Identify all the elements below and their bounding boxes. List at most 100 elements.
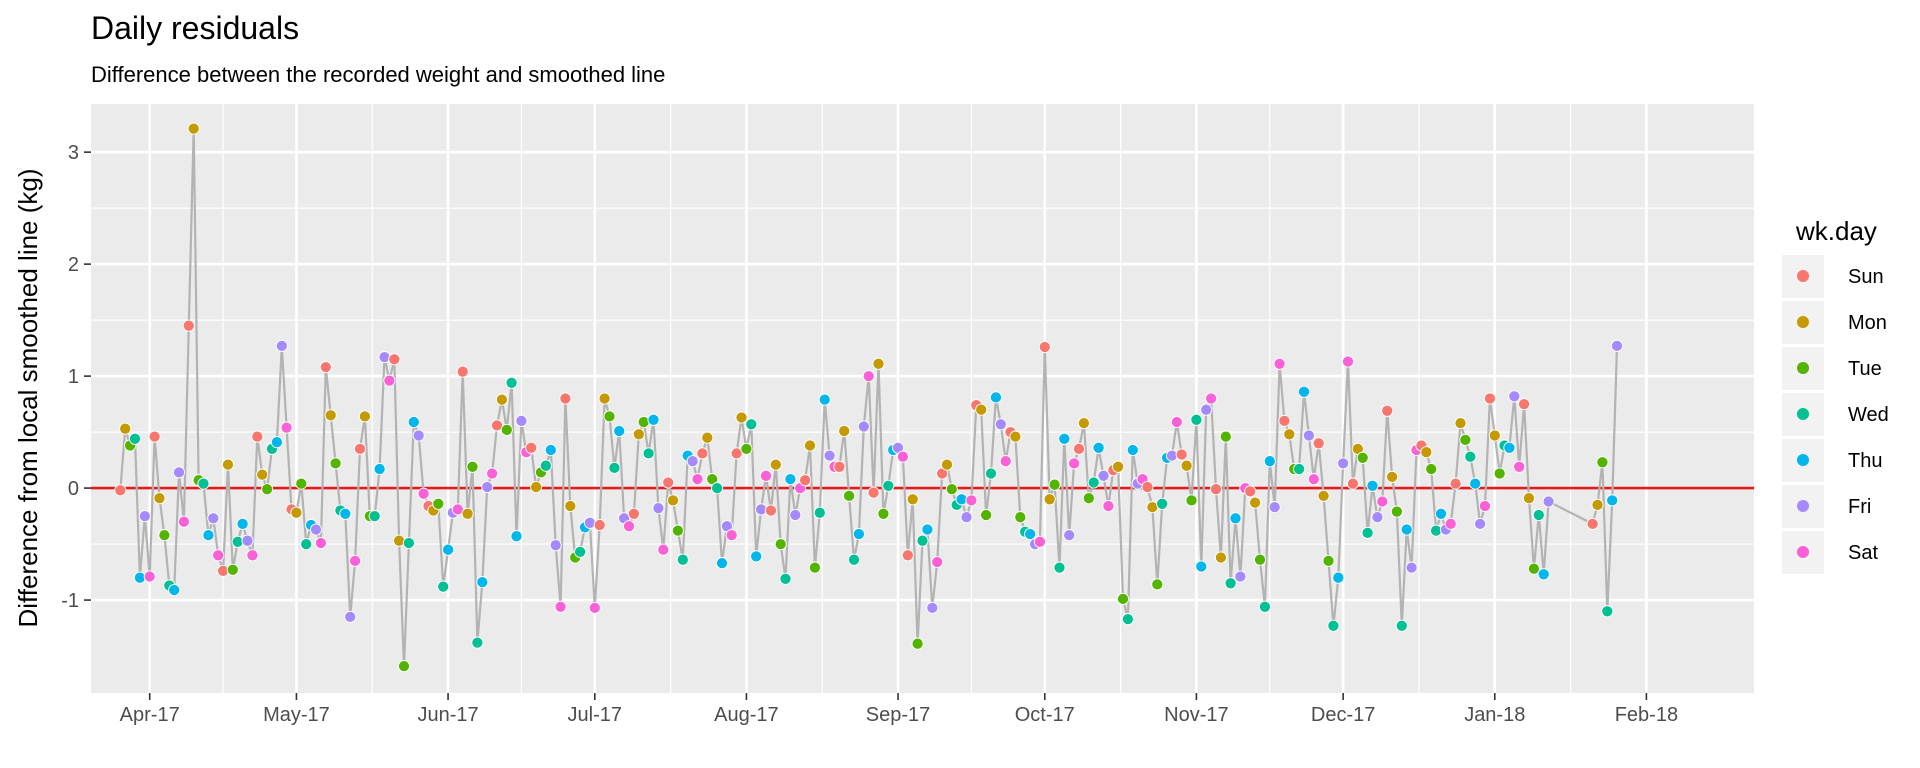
- data-point: [637, 415, 650, 429]
- data-point: [1522, 492, 1536, 505]
- data-point: [583, 516, 596, 529]
- data-points: [114, 122, 1624, 673]
- data-point: [1527, 562, 1540, 575]
- data-point: [241, 534, 254, 547]
- legend: wk.day Sun Mon Tue Wed Thu Fri Sat: [1782, 216, 1889, 574]
- legend-label-sun: Sun: [1848, 266, 1884, 288]
- data-point: [544, 443, 557, 457]
- data-point: [1366, 479, 1379, 492]
- data-point: [1278, 414, 1291, 427]
- data-point: [632, 428, 645, 441]
- legend-swatch-fri: [1797, 500, 1809, 512]
- data-point: [373, 462, 386, 476]
- data-point: [1317, 489, 1330, 502]
- data-point: [774, 538, 787, 551]
- data-point: [622, 520, 636, 533]
- data-point: [686, 455, 699, 468]
- data-point: [1361, 526, 1374, 539]
- data-point: [740, 442, 753, 455]
- data-point: [1214, 551, 1227, 564]
- data-point: [1072, 442, 1086, 455]
- data-point: [921, 523, 934, 536]
- data-point: [1205, 392, 1218, 405]
- data-point: [388, 353, 401, 366]
- data-point: [246, 549, 259, 562]
- data-point: [1386, 470, 1399, 483]
- legend-swatch-tue: [1797, 362, 1809, 374]
- data-point: [1503, 441, 1516, 454]
- data-point: [402, 536, 415, 550]
- data-point: [1200, 403, 1213, 416]
- data-point: [701, 431, 714, 444]
- data-point: [490, 419, 504, 432]
- data-point: [119, 422, 132, 435]
- data-point: [1121, 613, 1134, 626]
- x-tick-label: Apr-17: [120, 704, 180, 726]
- data-point: [803, 439, 817, 452]
- data-point: [1425, 462, 1438, 476]
- data-point: [378, 351, 391, 364]
- data-point: [221, 458, 235, 471]
- data-point: [226, 563, 239, 576]
- data-point: [261, 483, 274, 496]
- plot-panel: [91, 104, 1754, 693]
- data-point: [1478, 499, 1492, 513]
- x-tick-label: Aug-17: [714, 704, 779, 726]
- data-point: [857, 420, 870, 433]
- data-point: [329, 457, 342, 470]
- data-point: [1253, 553, 1267, 566]
- data-point: [1376, 495, 1389, 508]
- data-point: [383, 374, 396, 387]
- data-point: [975, 403, 988, 416]
- data-point: [1058, 432, 1071, 445]
- data-point: [1508, 390, 1521, 403]
- data-point: [901, 549, 914, 562]
- data-point: [1596, 456, 1609, 469]
- x-tick-label: Oct-17: [1015, 704, 1075, 726]
- data-point: [300, 538, 313, 551]
- data-point: [676, 553, 689, 566]
- data-point: [784, 473, 797, 486]
- data-point: [926, 601, 939, 614]
- data-point: [608, 461, 621, 474]
- legend-swatch-sat: [1797, 546, 1809, 558]
- legend-label-thu: Thu: [1848, 450, 1882, 472]
- data-point: [197, 477, 210, 490]
- data-point: [187, 122, 200, 135]
- data-point: [896, 450, 909, 463]
- data-point: [1327, 619, 1340, 632]
- data-point: [295, 477, 308, 490]
- data-point: [642, 447, 655, 460]
- data-point: [1420, 446, 1433, 459]
- data-point: [750, 550, 763, 563]
- data-point: [466, 460, 479, 473]
- data-point: [1356, 451, 1369, 464]
- data-point: [574, 545, 587, 558]
- data-point: [148, 430, 161, 443]
- data-point: [1381, 404, 1394, 417]
- data-point: [1068, 457, 1081, 470]
- data-point: [1077, 417, 1090, 430]
- data-point: [691, 473, 704, 486]
- data-point: [1488, 429, 1501, 442]
- data-point: [1341, 355, 1355, 368]
- data-point: [353, 442, 367, 455]
- data-point: [407, 415, 420, 429]
- data-point: [1116, 592, 1130, 605]
- data-point: [906, 493, 919, 506]
- data-point: [1606, 494, 1619, 507]
- data-point: [779, 572, 792, 585]
- data-point: [696, 447, 709, 460]
- data-point: [368, 510, 381, 523]
- data-point: [1293, 462, 1306, 476]
- data-point: [1464, 450, 1477, 463]
- data-point: [862, 370, 875, 383]
- data-point: [1371, 511, 1384, 524]
- data-point: [603, 410, 616, 423]
- data-point: [593, 518, 606, 532]
- data-point: [838, 424, 851, 438]
- data-point: [442, 543, 455, 556]
- x-axis: Apr-17 May-17 Jun-17 Jul-17 Aug-17 Sep-17 Oct-…: [120, 693, 1678, 726]
- data-point: [1249, 496, 1262, 509]
- data-point: [1082, 492, 1095, 505]
